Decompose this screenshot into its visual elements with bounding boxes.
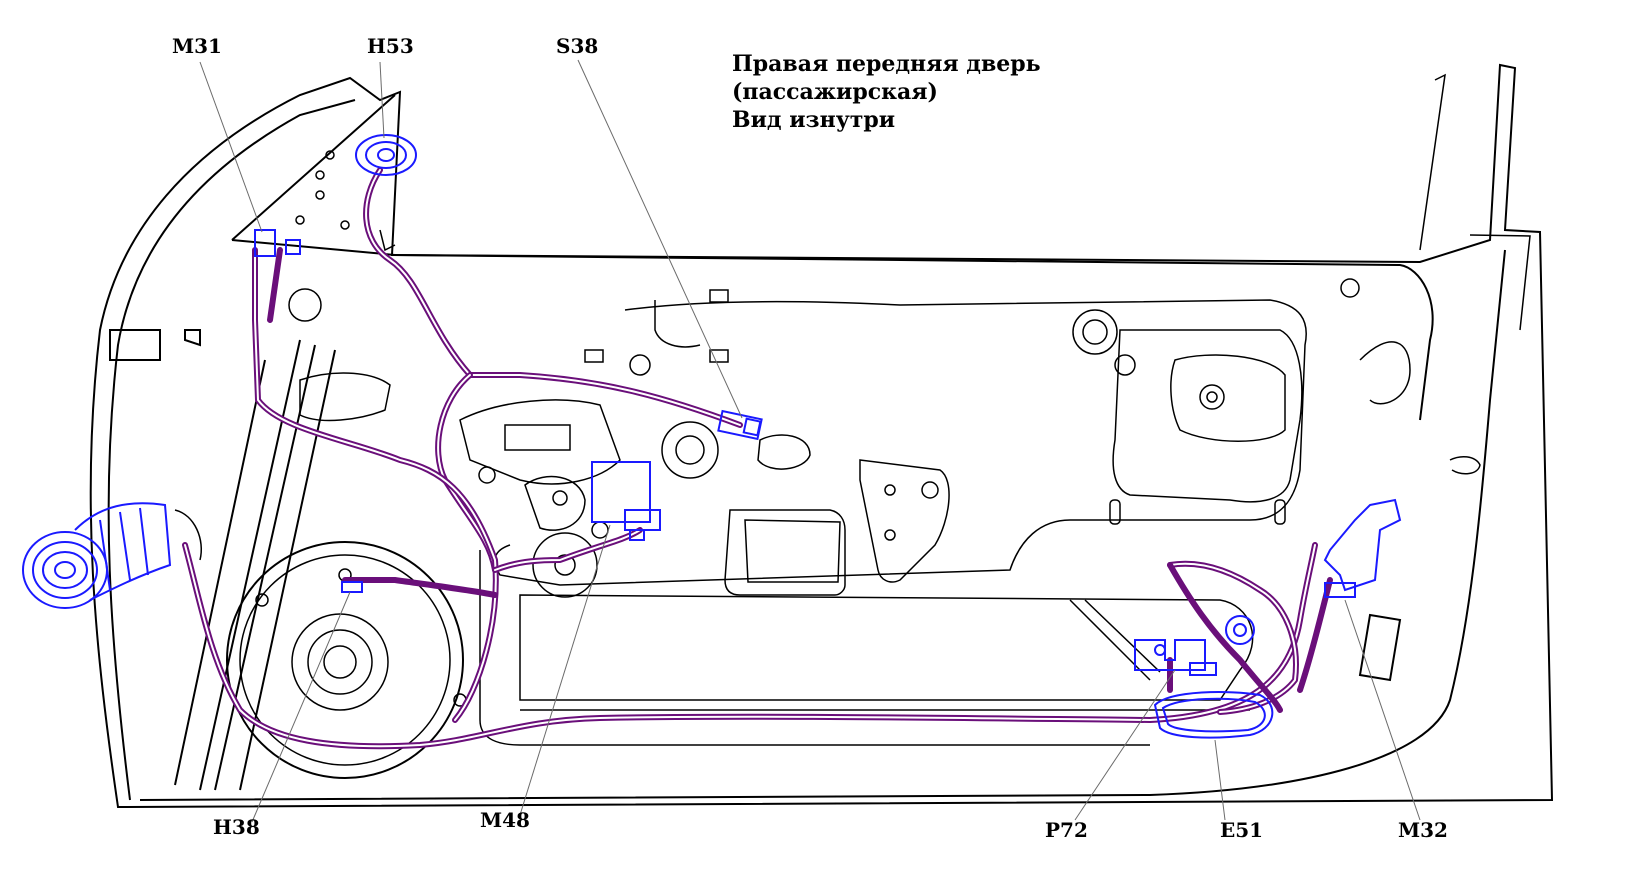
label-p72: P72 <box>1045 818 1088 842</box>
speaker <box>226 541 467 779</box>
title-line-3: Вид изнутри <box>732 107 896 133</box>
inner-panel <box>288 150 1360 746</box>
h53-grommet-icon <box>355 134 417 176</box>
title-line-1: Правая передняя дверь <box>732 51 1041 77</box>
leader-lines <box>199 59 1421 823</box>
components <box>22 134 1402 739</box>
label-s38: S38 <box>556 34 599 58</box>
door-outline <box>89 63 1554 809</box>
label-m48: M48 <box>480 808 530 832</box>
label-m31: M31 <box>172 34 222 58</box>
title-line-2: (пассажирская) <box>732 79 938 105</box>
diagram-title: Правая передняя дверь (пассажирская) Вид… <box>732 50 1041 134</box>
label-h53: H53 <box>367 34 414 58</box>
h38-connector-icon <box>341 581 363 593</box>
m32-bracket-icon <box>1225 498 1402 645</box>
left-grommet-icon <box>22 502 202 609</box>
m31-connector-icon <box>254 229 301 257</box>
wiring-harness <box>182 167 1333 750</box>
label-h38: H38 <box>213 815 260 839</box>
e51-light-icon <box>1153 691 1274 739</box>
label-m32: M32 <box>1398 818 1448 842</box>
s38-connector-icon <box>717 409 763 441</box>
m48-motor-icon <box>591 461 661 541</box>
p72-switch-icon <box>1134 639 1217 676</box>
label-e51: E51 <box>1220 818 1264 842</box>
window-channel <box>174 339 336 791</box>
